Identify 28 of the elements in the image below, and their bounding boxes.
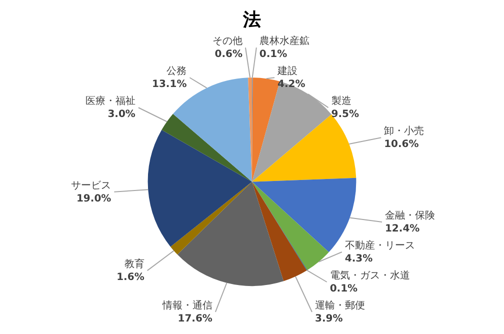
data-label: 9.5% — [331, 109, 359, 120]
data-label: 3.9% — [314, 314, 343, 325]
slice-label: サービス — [71, 180, 112, 192]
slice-label: 製造 — [331, 95, 352, 108]
slice-label: 運輸・郵便 — [314, 300, 365, 312]
slice-label: 金融・保険 — [384, 210, 435, 222]
data-label: 12.4% — [384, 224, 420, 235]
slice-label: 公務 — [166, 65, 187, 78]
data-label: 17.6% — [178, 314, 212, 325]
chart-title: 法 — [242, 9, 261, 30]
slice-label: 農林水産鉱 — [259, 35, 310, 48]
data-label: 1.6% — [116, 272, 144, 284]
data-label: 13.1% — [152, 79, 187, 90]
data-label: 10.6% — [384, 139, 419, 150]
data-label: 3.0% — [108, 109, 136, 120]
data-label: 0.6% — [214, 49, 242, 60]
slice-label: 不動産・リース — [344, 240, 415, 252]
slice-label: 情報・通信 — [161, 300, 212, 312]
slice-label: 建設 — [276, 65, 298, 78]
slice-label: 電気・ガス・水道 — [330, 270, 410, 282]
slice-label: 教育 — [124, 258, 144, 270]
data-label: 0.1% — [259, 49, 288, 60]
slice-label: 医療・福祉 — [85, 95, 136, 108]
data-label: 4.3% — [344, 254, 373, 265]
slice-label: その他 — [212, 35, 242, 48]
slice-label: 卸・小売 — [384, 125, 424, 138]
data-label: 0.1% — [330, 284, 358, 295]
data-label: 19.0% — [76, 194, 112, 205]
